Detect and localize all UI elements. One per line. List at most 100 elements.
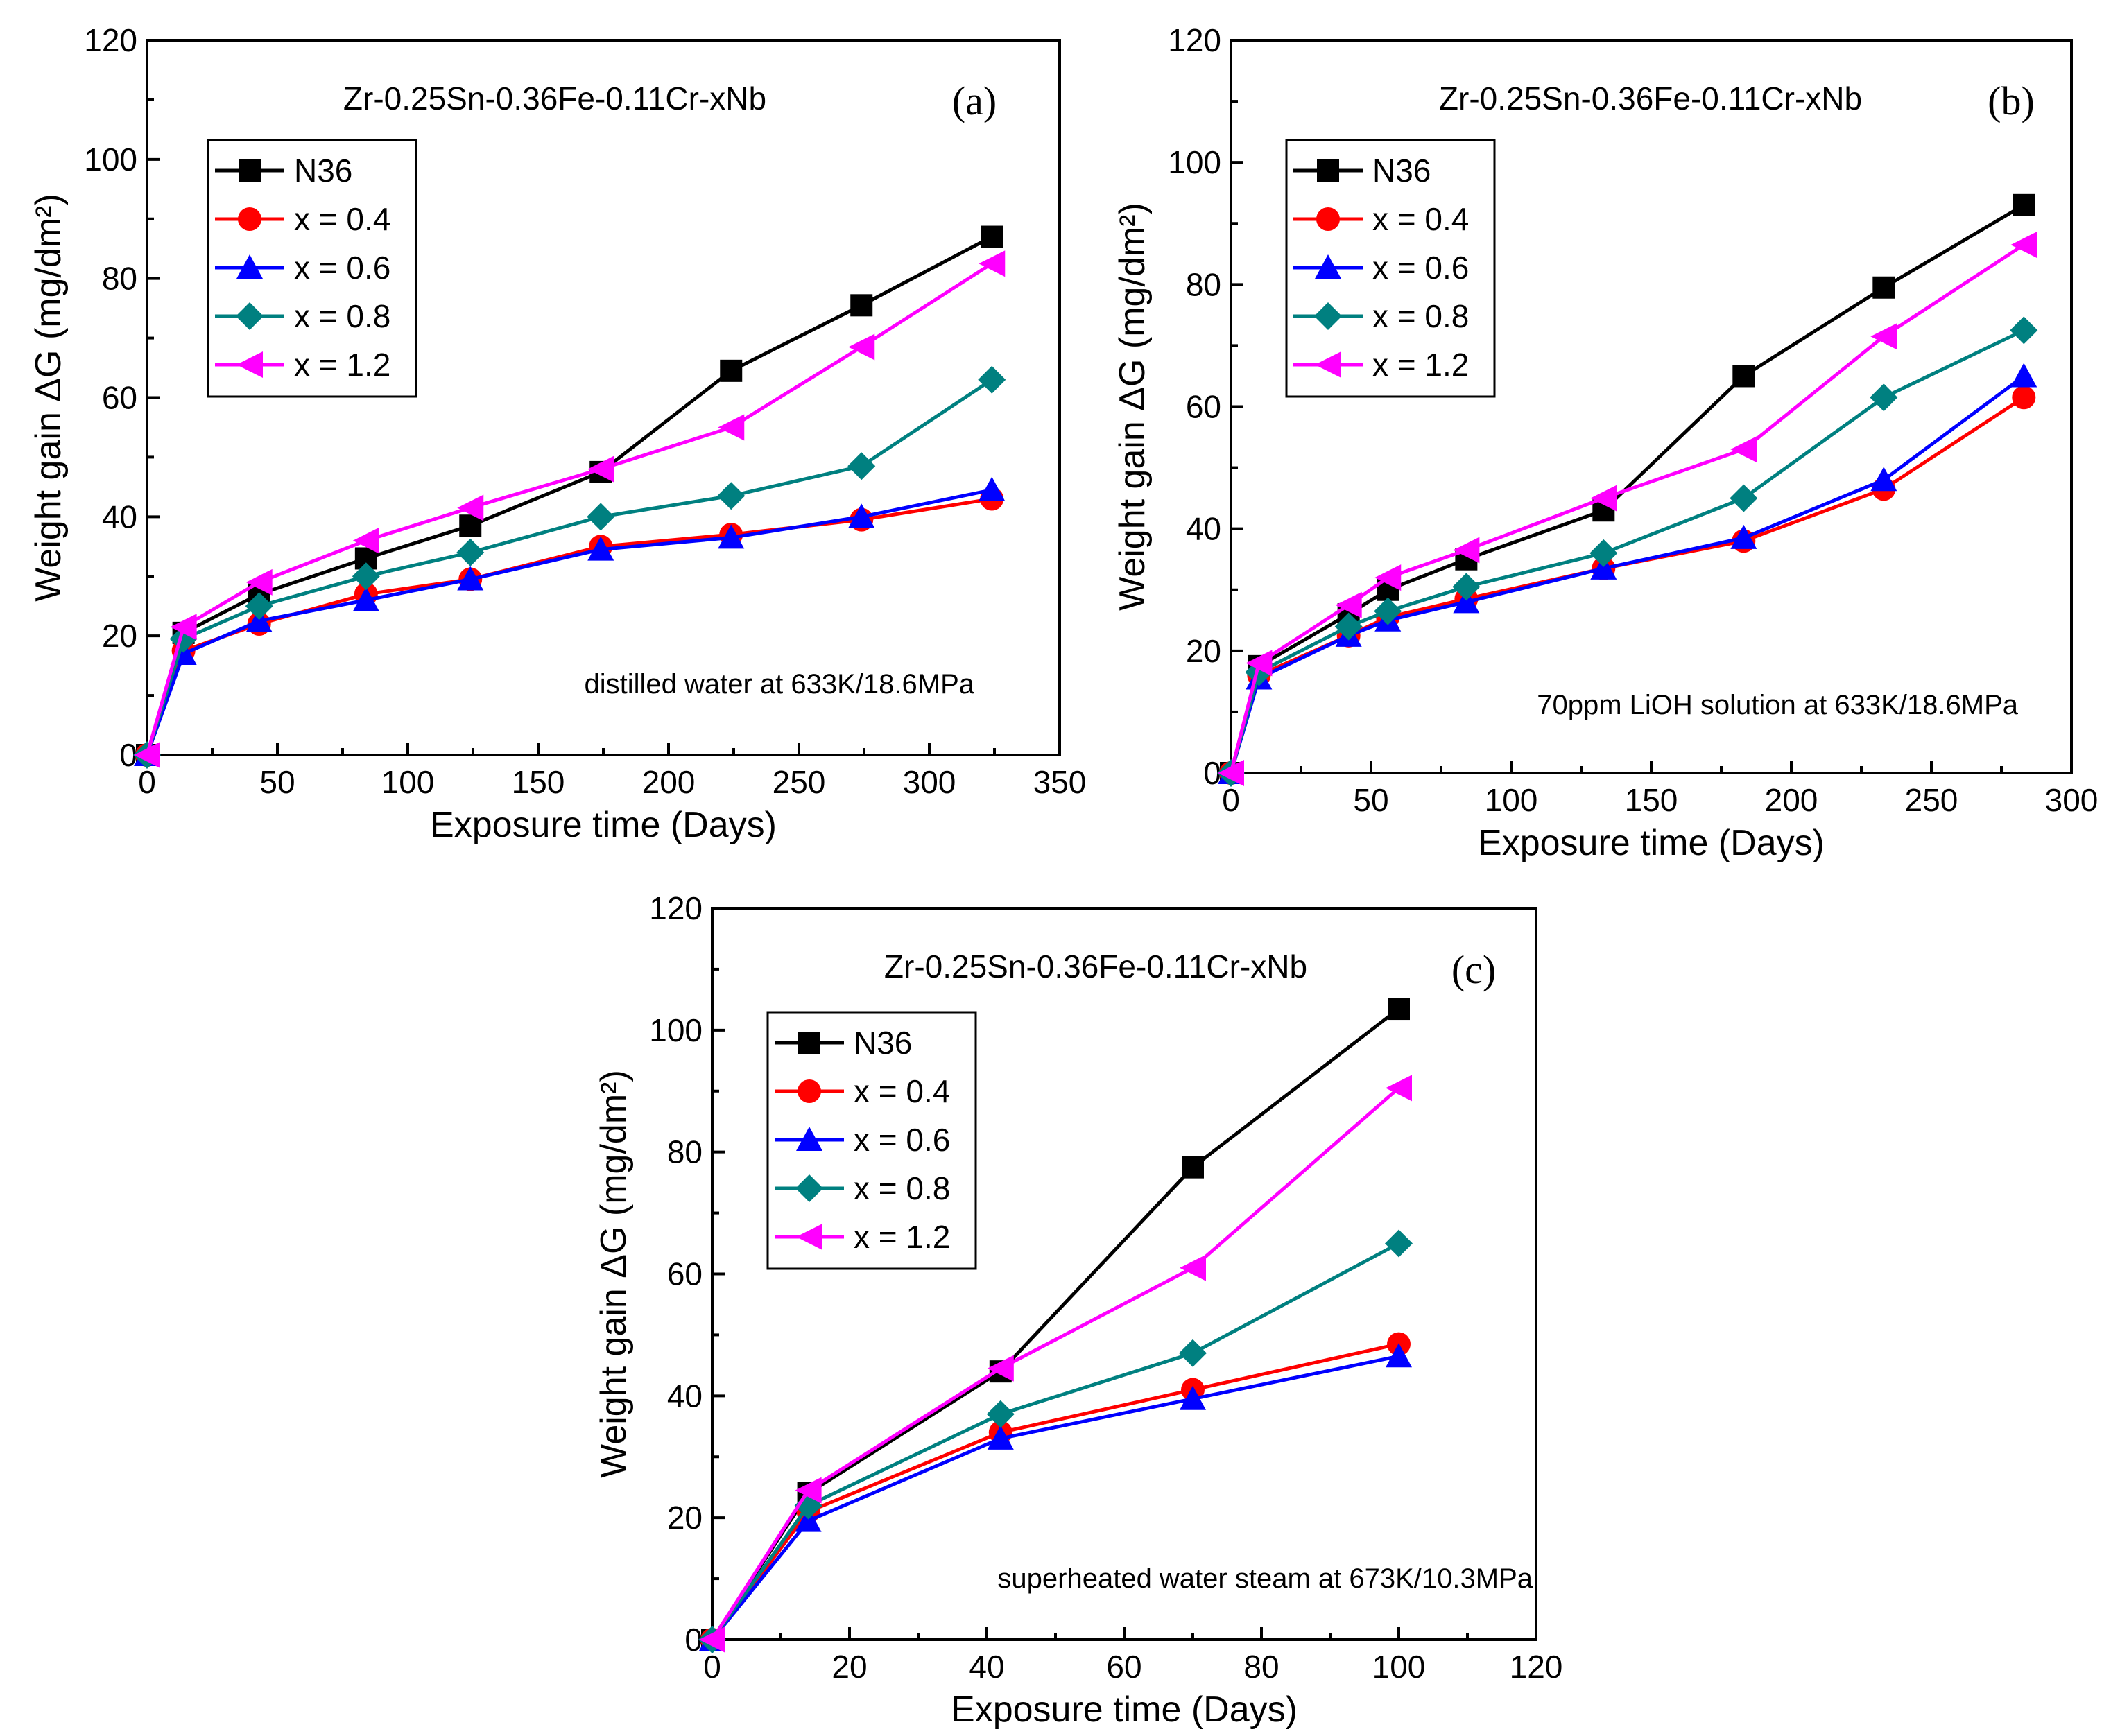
- y-tick-label: 100: [649, 1012, 703, 1048]
- data-point: [847, 452, 876, 480]
- y-tick-label: 100: [84, 141, 137, 177]
- x-tick-label: 100: [1485, 782, 1538, 818]
- data-point: [718, 414, 745, 441]
- legend-label: x = 0.8: [1372, 298, 1469, 334]
- data-point: [987, 1425, 1014, 1450]
- data-point: [986, 1400, 1015, 1428]
- data-point: [1730, 484, 1758, 512]
- series-x-1-2: [699, 1075, 1412, 1653]
- x-tick-label: 200: [1765, 782, 1818, 818]
- chart-title: Zr-0.25Sn-0.36Fe-0.11Cr-xNb: [884, 948, 1307, 984]
- y-axis-title: Weight gain ΔG (mg/dm²): [594, 1070, 634, 1478]
- y-tick-label: 60: [1186, 389, 1221, 425]
- data-point: [979, 476, 1006, 501]
- data-point: [699, 1626, 725, 1653]
- data-point: [352, 527, 379, 554]
- data-point: [1386, 1075, 1412, 1102]
- data-point: [848, 333, 875, 361]
- x-axis-title: Exposure time (Days): [1478, 823, 1825, 863]
- x-tick-label: 150: [512, 764, 565, 800]
- x-tick-label: 250: [1905, 782, 1958, 818]
- y-axis-title: Weight gain ΔG (mg/dm²): [28, 193, 69, 602]
- data-point: [981, 225, 1003, 248]
- legend-label: x = 0.6: [294, 250, 390, 286]
- x-tick-label: 200: [642, 764, 696, 800]
- data-point: [2010, 232, 2037, 259]
- x-tick-label: 350: [1033, 764, 1087, 800]
- legend: N36 x = 0.4 x = 0.6 x = 0.8 x = 1.2: [766, 1011, 977, 1270]
- x-tick-label: 40: [969, 1649, 1004, 1685]
- legend-marker: [796, 1127, 822, 1151]
- panel-label: (b): [1988, 78, 2035, 123]
- legend-marker: [798, 1079, 821, 1103]
- series-x-0-8: [698, 1229, 1413, 1653]
- data-point: [850, 294, 873, 317]
- x-tick-label: 300: [903, 764, 956, 800]
- data-point: [459, 514, 482, 537]
- y-tick-label: 20: [1186, 633, 1221, 669]
- data-point: [1335, 591, 1362, 618]
- x-tick-label: 120: [1510, 1649, 1563, 1685]
- data-point: [1870, 383, 1898, 412]
- legend-label: x = 0.6: [854, 1122, 950, 1158]
- data-point: [456, 538, 485, 566]
- data-point: [2010, 316, 2038, 345]
- legend-marker: [239, 159, 261, 182]
- data-point: [1182, 1156, 1204, 1179]
- data-point: [1388, 998, 1410, 1021]
- data-point: [1730, 524, 1757, 549]
- data-point: [587, 503, 615, 531]
- data-point: [1872, 276, 1895, 299]
- legend-marker: [795, 1174, 823, 1202]
- legend-label: N36: [294, 153, 352, 189]
- data-point: [245, 592, 273, 620]
- y-tick-label: 100: [1168, 144, 1221, 180]
- data-point: [1334, 612, 1363, 641]
- data-point: [795, 1477, 822, 1504]
- x-tick-label: 0: [703, 1649, 721, 1685]
- data-point: [1453, 589, 1480, 614]
- y-tick-label: 80: [102, 261, 137, 297]
- data-point: [1179, 1339, 1207, 1367]
- series-x-0-4: [1219, 385, 2036, 785]
- data-point: [457, 566, 484, 591]
- chart-title: Zr-0.25Sn-0.36Fe-0.11Cr-xNb: [1439, 80, 1862, 116]
- series-x-0-6: [134, 476, 1006, 766]
- data-point: [717, 482, 746, 510]
- data-point: [1870, 323, 1897, 350]
- y-tick-label: 80: [1186, 266, 1221, 302]
- x-tick-label: 60: [1106, 1649, 1141, 1685]
- data-point: [1246, 650, 1273, 677]
- series-x-0-6: [1218, 363, 2037, 784]
- legend-label: x = 0.4: [1372, 201, 1469, 237]
- y-axis-title: Weight gain ΔG (mg/dm²): [1112, 202, 1153, 611]
- legend-marker: [238, 207, 261, 231]
- data-point: [1180, 1385, 1206, 1410]
- series-x-1-2: [134, 250, 1006, 768]
- data-point: [2013, 193, 2035, 216]
- legend-label: x = 1.2: [294, 347, 390, 383]
- x-axis-title: Exposure time (Days): [430, 805, 777, 845]
- data-point: [718, 524, 745, 549]
- data-point: [1385, 1229, 1413, 1258]
- x-tick-label: 100: [381, 764, 435, 800]
- data-point: [1590, 485, 1617, 512]
- x-tick-label: 80: [1243, 1649, 1279, 1685]
- legend-marker: [1314, 302, 1342, 330]
- x-tick-label: 50: [259, 764, 295, 800]
- legend-label: x = 1.2: [1372, 347, 1469, 383]
- x-tick-label: 300: [2045, 782, 2099, 818]
- legend-label: x = 0.4: [854, 1073, 950, 1109]
- data-point: [1732, 365, 1755, 388]
- x-axis-title: Exposure time (Days): [951, 1690, 1298, 1730]
- condition-label: distilled water at 633K/18.6MPa: [584, 669, 974, 700]
- data-point: [1218, 760, 1244, 786]
- y-tick-label: 120: [1168, 22, 1221, 58]
- legend-marker: [796, 1224, 822, 1250]
- legend-label: x = 0.8: [854, 1170, 950, 1206]
- legend-label: N36: [854, 1025, 912, 1061]
- data-point: [720, 359, 743, 382]
- data-point: [134, 742, 160, 768]
